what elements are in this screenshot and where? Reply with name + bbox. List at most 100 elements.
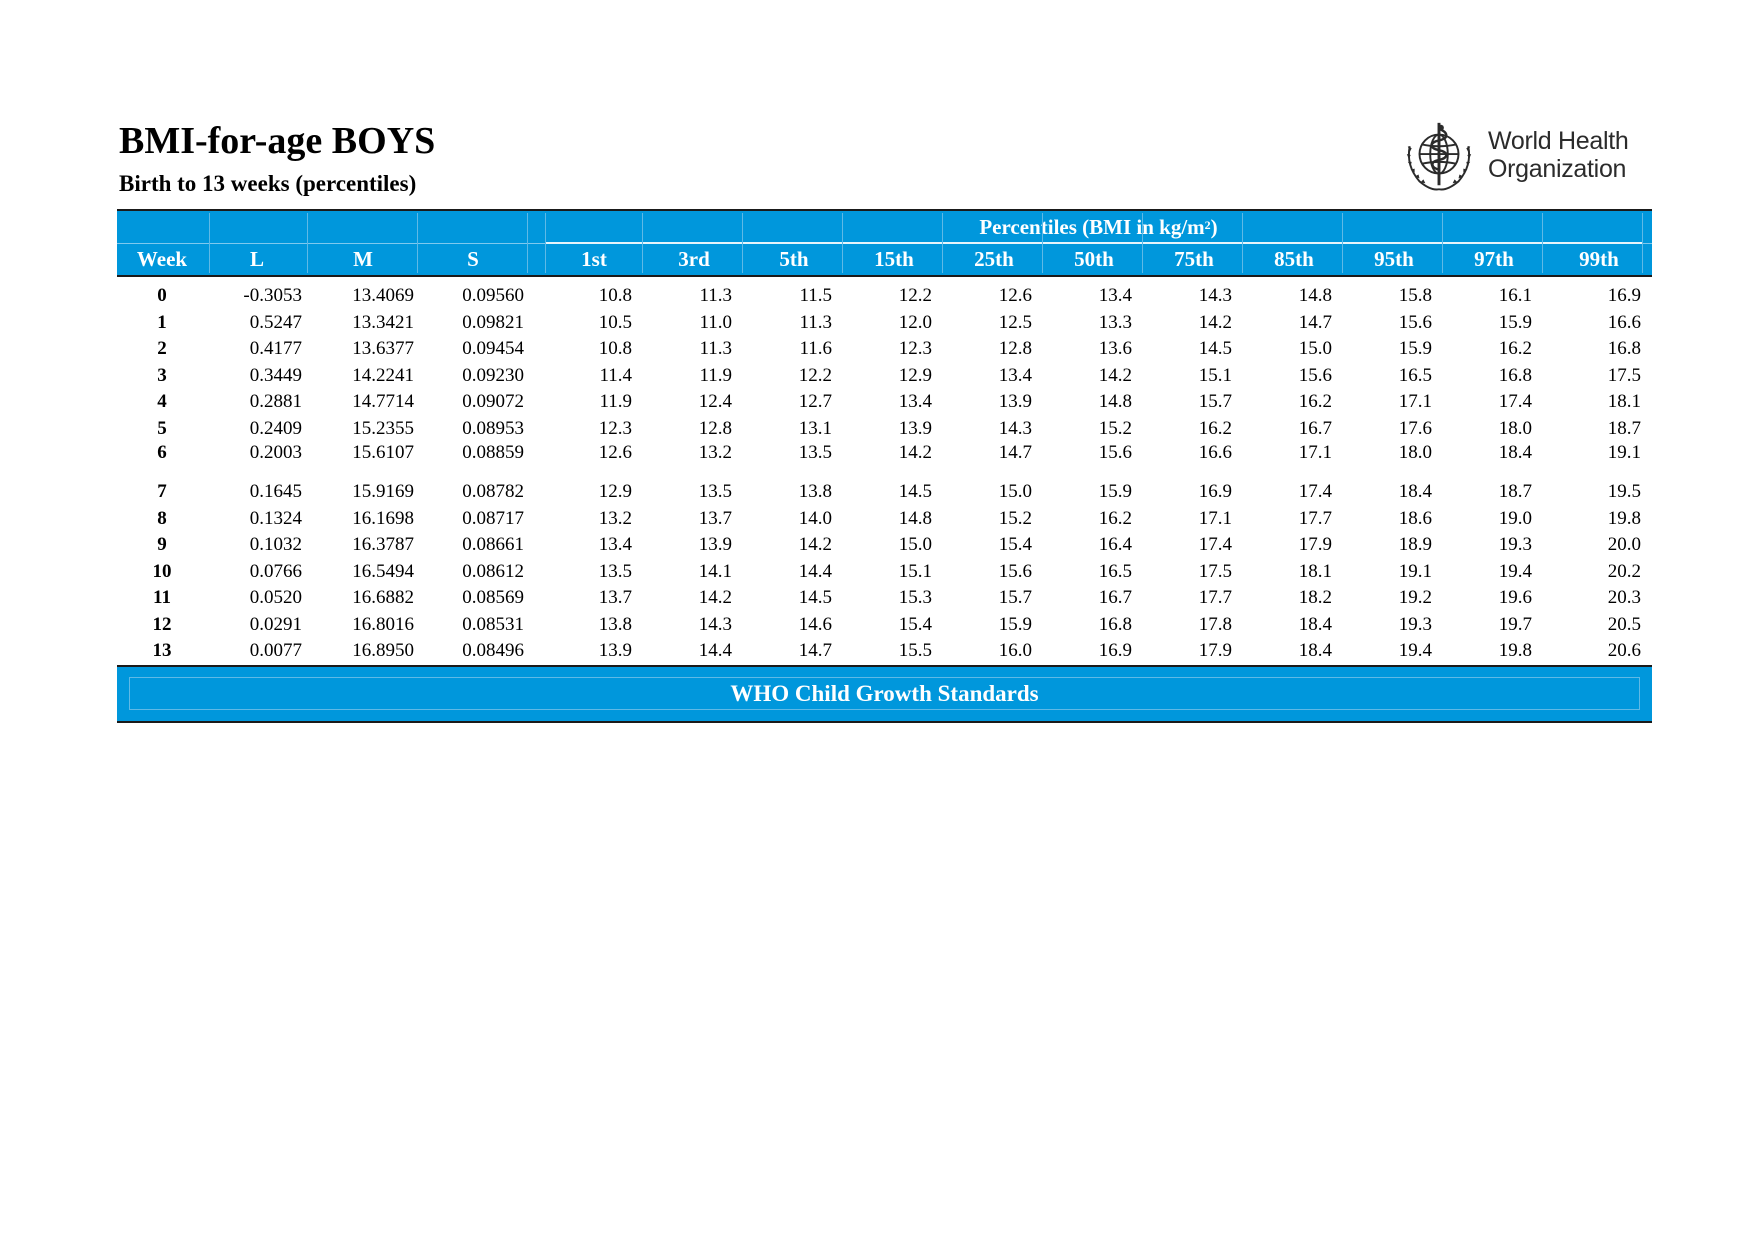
cell-week: 7 bbox=[157, 481, 167, 502]
cell-p3: 13.2 bbox=[698, 442, 732, 463]
cell-p85: 16.2 bbox=[1298, 391, 1332, 412]
cell-p97: 19.6 bbox=[1498, 587, 1532, 608]
cell-p75: 14.3 bbox=[1198, 285, 1232, 306]
header-divider bbox=[1542, 213, 1543, 273]
header-divider bbox=[942, 213, 943, 273]
percentiles-title-text: Percentiles (BMI in kg/m bbox=[979, 215, 1205, 239]
page-subtitle: Birth to 13 weeks (percentiles) bbox=[119, 171, 417, 196]
cell-p99: 16.6 bbox=[1607, 312, 1641, 333]
cell-s: 0.08531 bbox=[462, 614, 524, 635]
cell-p99: 18.1 bbox=[1607, 391, 1641, 412]
cell-m: 16.3787 bbox=[352, 534, 414, 555]
cell-p75: 14.5 bbox=[1198, 338, 1232, 359]
cell-p99: 19.5 bbox=[1607, 481, 1641, 502]
cell-p95: 18.4 bbox=[1398, 481, 1432, 502]
table-row: 1 0.5247 13.3421 0.09821 10.5 11.0 11.3 12.0 12.… bbox=[117, 310, 1652, 336]
cell-l: 0.3449 bbox=[249, 365, 302, 386]
percentiles-title-close: ) bbox=[1210, 215, 1218, 239]
cell-p50: 14.2 bbox=[1098, 365, 1132, 386]
table-row: 8 0.1324 16.1698 0.08717 13.2 13.7 14.0 14.8 15.… bbox=[117, 506, 1652, 532]
cell-p5: 11.6 bbox=[799, 338, 832, 359]
bmi-table: Percentiles (BMI in kg/m2) Week L M S 1st 3rd… bbox=[117, 209, 1652, 723]
who-logo: World Health Organization bbox=[1400, 117, 1650, 195]
cell-p15: 15.0 bbox=[898, 534, 932, 555]
cell-week: 6 bbox=[157, 442, 167, 463]
cell-p97: 18.7 bbox=[1498, 481, 1532, 502]
cell-p5: 11.5 bbox=[799, 285, 832, 306]
header-divider bbox=[742, 213, 743, 273]
cell-p85: 17.4 bbox=[1298, 481, 1332, 502]
cell-p15: 12.2 bbox=[898, 285, 932, 306]
header-divider bbox=[545, 213, 546, 273]
cell-p97: 19.3 bbox=[1498, 534, 1532, 555]
cell-p25: 14.7 bbox=[998, 442, 1032, 463]
table-row: 5 0.2409 15.2355 0.08953 12.3 12.8 13.1 13.9 14.… bbox=[117, 416, 1652, 442]
cell-p25: 15.0 bbox=[998, 481, 1032, 502]
header-divider bbox=[1642, 213, 1643, 273]
cell-p25: 13.4 bbox=[998, 365, 1032, 386]
cell-p1: 11.9 bbox=[599, 391, 632, 412]
cell-l: 0.1032 bbox=[249, 534, 302, 555]
cell-p99: 20.6 bbox=[1607, 640, 1641, 661]
cell-p85: 15.0 bbox=[1298, 338, 1332, 359]
cell-m: 15.2355 bbox=[352, 418, 414, 439]
table-row: 11 0.0520 16.6882 0.08569 13.7 14.2 14.5 15.3 15… bbox=[117, 585, 1652, 611]
cell-m: 16.8016 bbox=[352, 614, 414, 635]
cell-p99: 17.5 bbox=[1607, 365, 1641, 386]
cell-p50: 13.4 bbox=[1098, 285, 1132, 306]
cell-p25: 12.6 bbox=[998, 285, 1032, 306]
column-header-s: S bbox=[467, 247, 479, 271]
cell-p5: 13.5 bbox=[798, 442, 832, 463]
cell-p3: 14.3 bbox=[698, 614, 732, 635]
cell-p3: 13.9 bbox=[698, 534, 732, 555]
table-row: 12 0.0291 16.8016 0.08531 13.8 14.3 14.6 15.4 15… bbox=[117, 612, 1652, 638]
header-divider bbox=[417, 213, 418, 273]
cell-l: 0.1645 bbox=[249, 481, 302, 502]
cell-s: 0.08717 bbox=[462, 508, 524, 529]
cell-s: 0.09072 bbox=[462, 391, 524, 412]
table-header: Percentiles (BMI in kg/m2) Week L M S 1st 3rd… bbox=[117, 209, 1652, 277]
cell-p97: 16.1 bbox=[1498, 285, 1532, 306]
cell-l: 0.2003 bbox=[249, 442, 302, 463]
header-divider bbox=[1242, 213, 1243, 273]
who-wordmark: World Health Organization bbox=[1488, 127, 1629, 183]
cell-week: 2 bbox=[157, 338, 167, 359]
table-row: 13 0.0077 16.8950 0.08496 13.9 14.4 14.7 15.5 16… bbox=[117, 638, 1652, 664]
cell-p95: 18.6 bbox=[1398, 508, 1432, 529]
table-row: 4 0.2881 14.7714 0.09072 11.9 12.4 12.7 13.4 13.… bbox=[117, 389, 1652, 415]
cell-p1: 10.5 bbox=[598, 312, 632, 333]
cell-p97: 17.4 bbox=[1498, 391, 1532, 412]
footer-text: WHO Child Growth Standards bbox=[730, 681, 1039, 706]
cell-s: 0.08569 bbox=[462, 587, 524, 608]
table-row: 0 -0.3053 13.4069 0.09560 10.8 11.3 11.5 12.2 12… bbox=[117, 283, 1652, 309]
cell-p97: 16.2 bbox=[1498, 338, 1532, 359]
cell-p15: 15.3 bbox=[898, 587, 932, 608]
cell-week: 11 bbox=[153, 587, 171, 608]
table-row: 7 0.1645 15.9169 0.08782 12.9 13.5 13.8 14.5 15.… bbox=[117, 479, 1652, 505]
table-row: 3 0.3449 14.2241 0.09230 11.4 11.9 12.2 12.9 13.… bbox=[117, 363, 1652, 389]
cell-p99: 20.2 bbox=[1607, 561, 1641, 582]
cell-p25: 15.7 bbox=[998, 587, 1032, 608]
cell-p3: 14.2 bbox=[698, 587, 732, 608]
cell-l: 0.0291 bbox=[249, 614, 302, 635]
column-header-p75: 75th bbox=[1174, 247, 1214, 271]
header-divider bbox=[307, 213, 308, 273]
cell-p25: 12.8 bbox=[998, 338, 1032, 359]
cell-p50: 14.8 bbox=[1098, 391, 1132, 412]
cell-l: 0.2409 bbox=[249, 418, 302, 439]
table-row: 10 0.0766 16.5494 0.08612 13.5 14.1 14.4 15.1 15… bbox=[117, 559, 1652, 585]
cell-p85: 18.4 bbox=[1298, 614, 1332, 635]
cell-p3: 12.8 bbox=[698, 418, 732, 439]
column-header-p85: 85th bbox=[1274, 247, 1314, 271]
cell-p50: 13.3 bbox=[1098, 312, 1132, 333]
who-wordmark-line1: World Health bbox=[1488, 127, 1629, 155]
cell-p15: 12.9 bbox=[898, 365, 932, 386]
cell-p15: 15.5 bbox=[898, 640, 932, 661]
header-divider bbox=[1442, 213, 1443, 273]
cell-p1: 13.2 bbox=[598, 508, 632, 529]
cell-p5: 13.8 bbox=[798, 481, 832, 502]
column-header-p25: 25th bbox=[974, 247, 1014, 271]
cell-p50: 16.8 bbox=[1098, 614, 1132, 635]
cell-p85: 18.1 bbox=[1298, 561, 1332, 582]
cell-p50: 16.2 bbox=[1098, 508, 1132, 529]
